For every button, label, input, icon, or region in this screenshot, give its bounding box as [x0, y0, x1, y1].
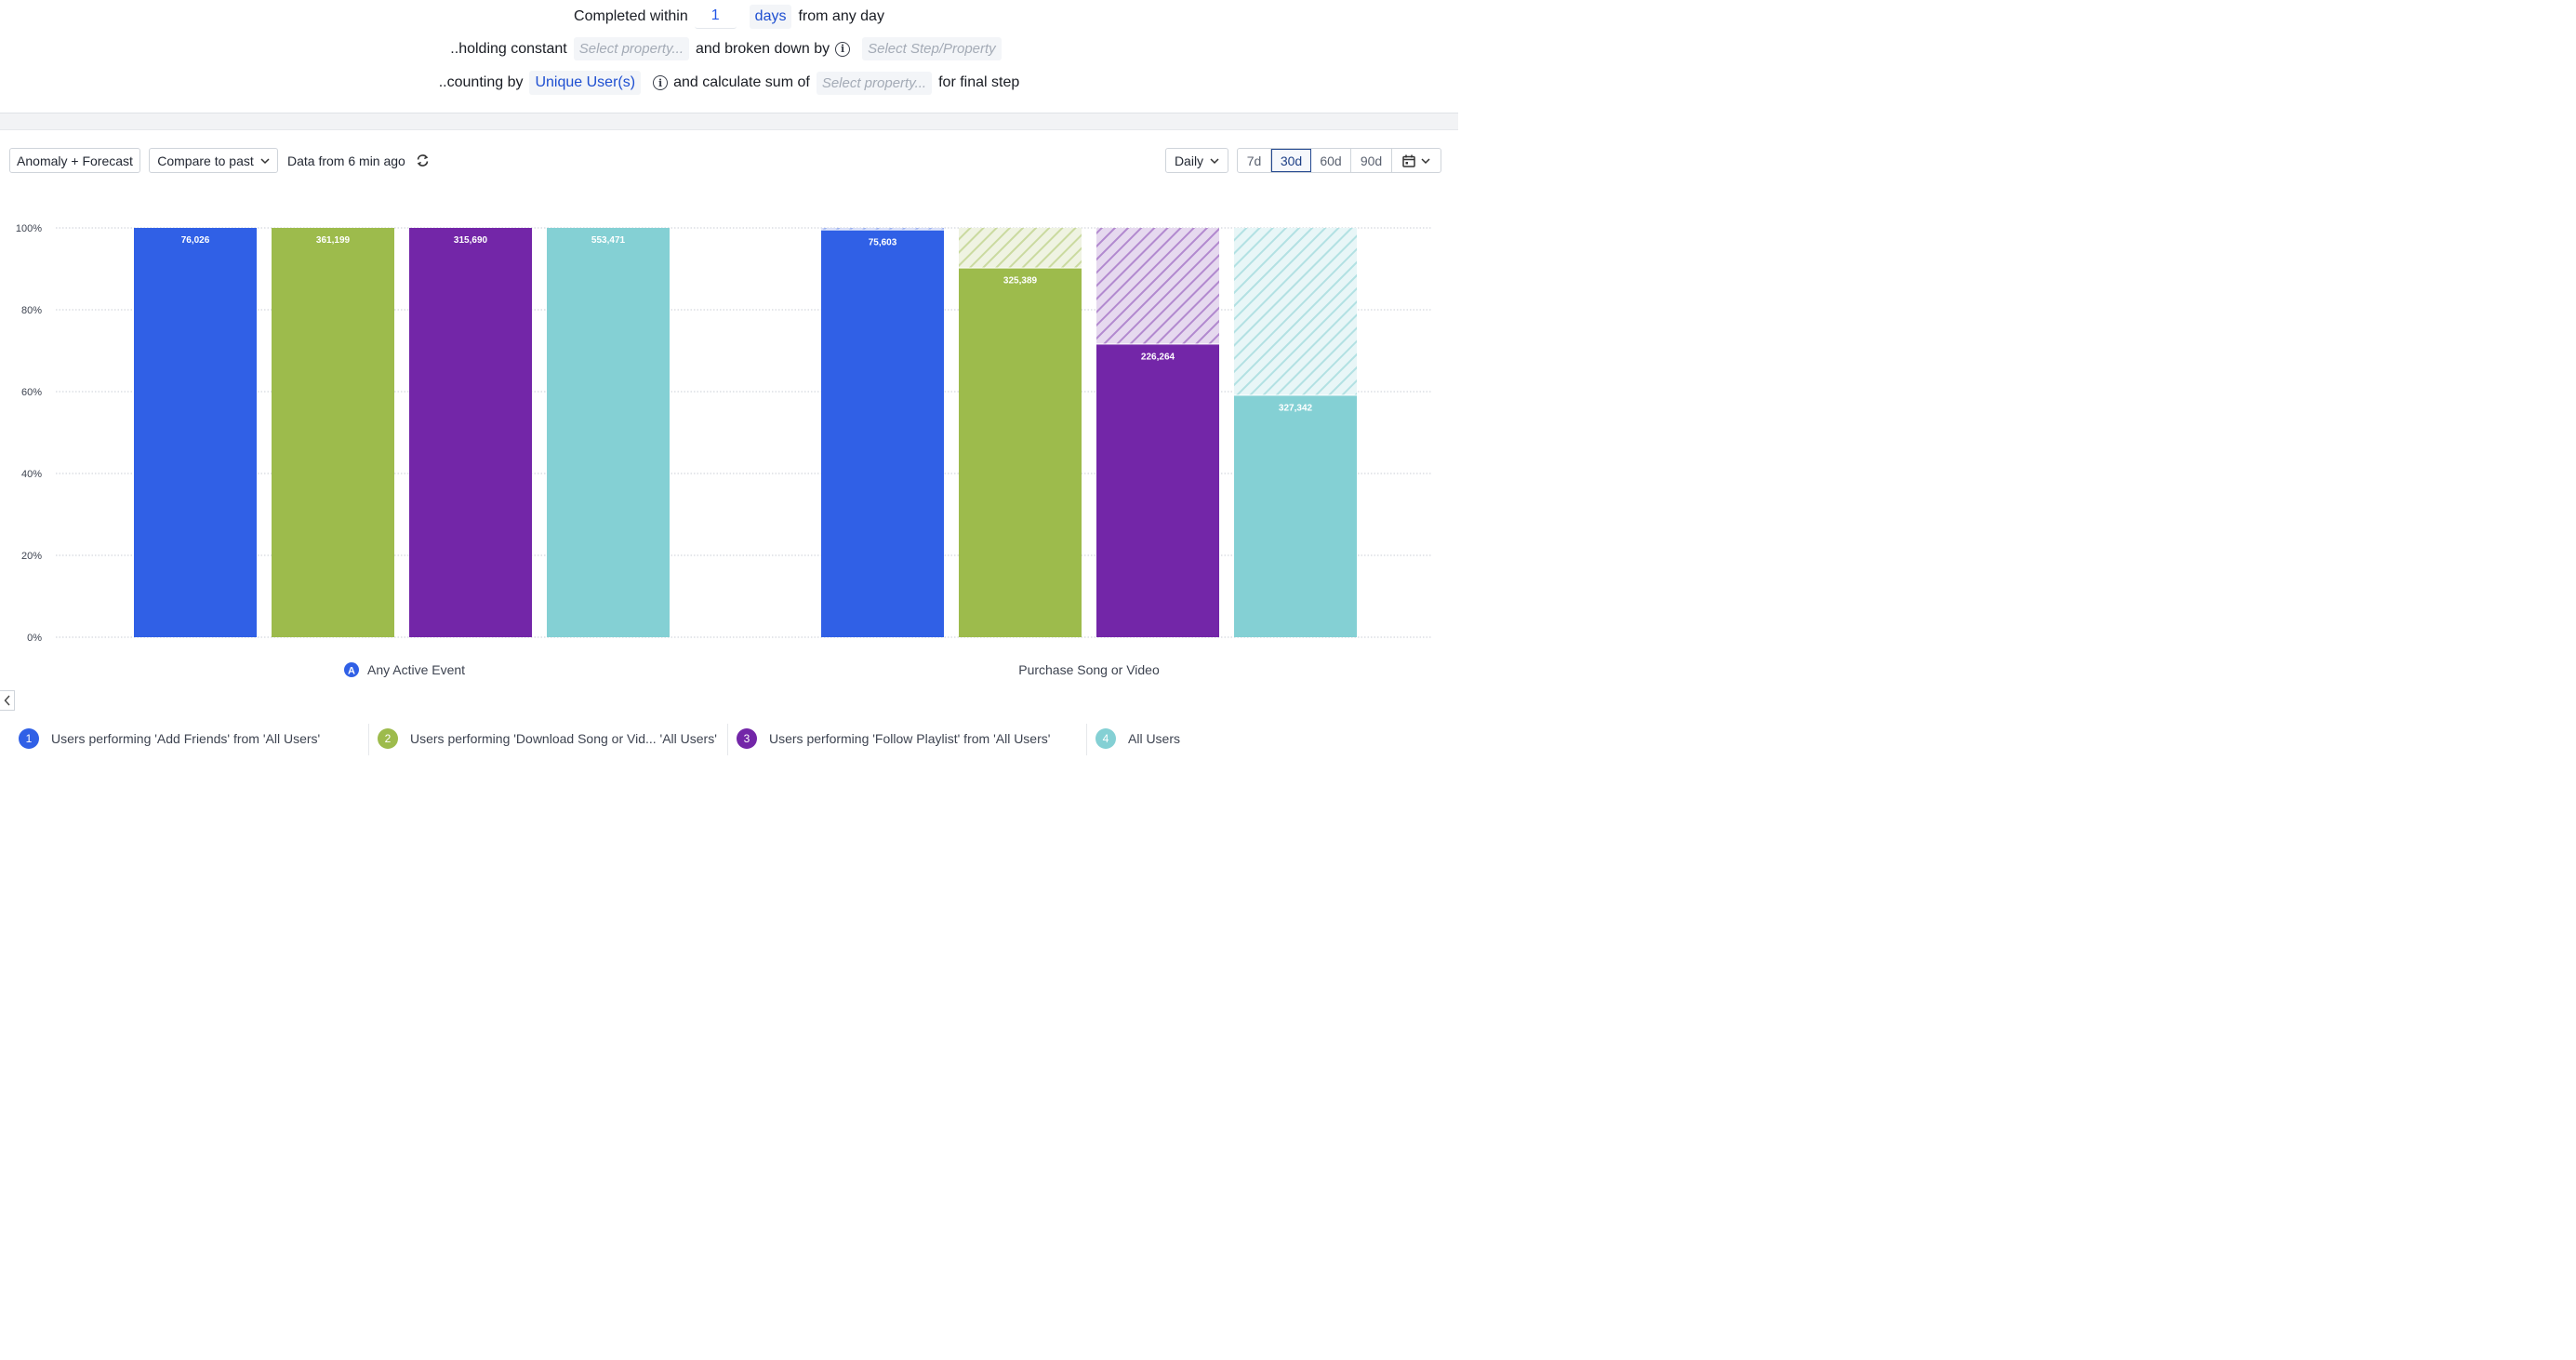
query-row-counting: ..counting by Unique User(s) i and calcu… — [0, 71, 1458, 95]
from-any-day-text: from any day — [798, 7, 884, 24]
funnel-chart: 0% 20% 40% 60% 80% 100% 76,026 361,199 315,690 5… — [16, 223, 1432, 677]
legend-number-badge: 2 — [378, 728, 398, 749]
query-row-holding: ..holding constant Select property... an… — [0, 37, 1458, 60]
legend-item-3[interactable]: 3 Users performing 'Follow Playlist' fro… — [737, 728, 1050, 749]
legend-label: All Users — [1128, 731, 1181, 746]
legend-number-badge: 3 — [737, 728, 757, 749]
funnel-bar[interactable] — [1234, 395, 1357, 637]
dropoff-segment[interactable] — [1096, 228, 1219, 344]
legend-label: Users performing 'Add Friends' from 'All… — [51, 731, 321, 746]
bar-value-label: 553,471 — [591, 235, 626, 246]
bar-value-label: 325,389 — [1003, 276, 1038, 287]
interval-dropdown[interactable]: Daily — [1165, 148, 1228, 173]
calculate-sum-text: and calculate sum of — [673, 74, 810, 90]
sum-property-select[interactable]: Select property... — [816, 71, 933, 95]
legend-label: Users performing 'Download Song or Vid..… — [410, 731, 717, 746]
counting-by-text: ..counting by — [438, 74, 524, 90]
range-60d[interactable]: 60d — [1311, 149, 1351, 172]
y-tick-label: 60% — [21, 387, 42, 398]
window-unit-select[interactable]: days — [749, 4, 792, 29]
interval-label: Daily — [1174, 153, 1204, 168]
dropoff-segment[interactable] — [821, 228, 944, 230]
category-label-any-active-event: Any Active Event — [367, 662, 465, 677]
chevron-left-icon — [4, 695, 10, 706]
funnel-bar[interactable] — [1096, 344, 1219, 637]
bar-value-label: 75,603 — [869, 238, 897, 248]
funnel-bar[interactable] — [409, 228, 532, 637]
calendar-button[interactable] — [1392, 149, 1441, 172]
bar-value-label: 361,199 — [316, 235, 351, 246]
bar-value-label: 76,026 — [181, 235, 210, 246]
funnel-bar[interactable] — [959, 268, 1082, 637]
funnel-bar[interactable] — [821, 230, 944, 637]
compare-to-past-dropdown[interactable]: Compare to past — [149, 148, 278, 173]
svg-text:A: A — [348, 666, 355, 677]
date-range-selector: 7d 30d 60d 90d — [1237, 148, 1441, 173]
legend-number-badge: 4 — [1095, 728, 1116, 749]
window-number-input[interactable]: 1 — [694, 4, 737, 29]
y-tick-label: 0% — [27, 633, 42, 644]
y-tick-label: 20% — [21, 551, 42, 562]
anomaly-forecast-button[interactable]: Anomaly + Forecast — [9, 148, 140, 173]
funnel-bar[interactable] — [134, 228, 257, 637]
holding-constant-text: ..holding constant — [450, 40, 567, 57]
completed-within-text: Completed within — [574, 7, 688, 24]
breakdown-info-icon[interactable]: i — [835, 41, 851, 57]
funnel-bar[interactable] — [547, 228, 670, 637]
chevron-down-icon — [1210, 157, 1219, 164]
legend-item-1[interactable]: 1 Users performing 'Add Friends' from 'A… — [19, 728, 320, 749]
section-divider — [0, 113, 1458, 130]
y-tick-label: 40% — [21, 469, 42, 480]
anomaly-forecast-label: Anomaly + Forecast — [17, 153, 133, 168]
funnel-bar[interactable] — [272, 228, 394, 637]
legend-item-2[interactable]: 2 Users performing 'Download Song or Vid… — [378, 728, 717, 749]
legend-separator — [727, 724, 728, 755]
refresh-icon[interactable] — [415, 153, 431, 168]
data-freshness-text: Data from 6 min ago — [287, 153, 405, 168]
bar-value-label: 327,342 — [1279, 403, 1313, 413]
counting-select[interactable]: Unique User(s) — [529, 71, 642, 95]
counting-info-icon[interactable]: i — [653, 75, 669, 90]
dropoff-segment[interactable] — [959, 228, 1082, 268]
chevron-down-icon — [1421, 157, 1430, 164]
calendar-icon — [1402, 154, 1415, 167]
y-tick-label: 100% — [16, 223, 42, 234]
dropoff-segment[interactable] — [1234, 228, 1357, 395]
bar-value-label: 226,264 — [1141, 352, 1175, 362]
legend-separator — [368, 724, 369, 755]
range-30d[interactable]: 30d — [1271, 149, 1311, 172]
final-step-text: for final step — [938, 74, 1020, 90]
legend-item-4[interactable]: 4 All Users — [1095, 728, 1180, 749]
bar-value-label: 315,690 — [454, 235, 488, 246]
chevron-down-icon — [260, 157, 270, 164]
range-90d[interactable]: 90d — [1351, 149, 1392, 172]
category-label-purchase-song-or-video: Purchase Song or Video — [1018, 662, 1160, 677]
query-row-window: Completed within 1 days from any day — [0, 4, 1458, 29]
range-7d[interactable]: 7d — [1238, 149, 1271, 172]
collapse-legend-button[interactable] — [0, 690, 15, 711]
holding-property-select[interactable]: Select property... — [573, 37, 689, 60]
broken-down-by-text: and broken down by — [696, 40, 830, 57]
legend-label: Users performing 'Follow Playlist' from … — [769, 731, 1051, 746]
legend-separator — [1086, 724, 1087, 755]
any-active-event-icon: A — [344, 662, 359, 677]
compare-label: Compare to past — [157, 153, 254, 168]
breakdown-step-select[interactable]: Select Step/Property — [862, 37, 1002, 60]
y-tick-label: 80% — [21, 305, 42, 316]
legend-number-badge: 1 — [19, 728, 39, 749]
